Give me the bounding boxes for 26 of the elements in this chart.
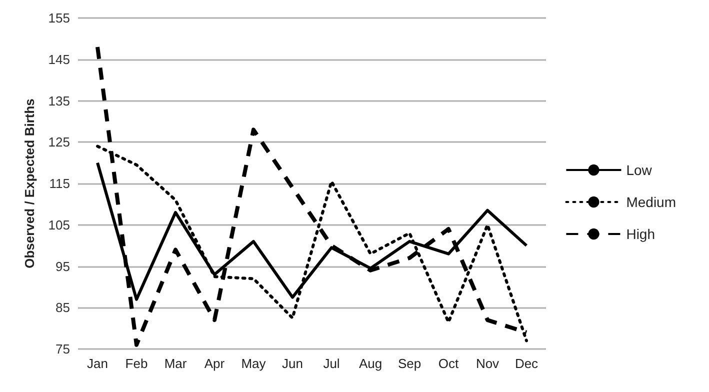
x-tick-label: Feb [125, 356, 148, 371]
x-tick-label: Apr [204, 356, 226, 371]
x-tick-label: Jul [323, 356, 340, 371]
y-tick-label: 95 [56, 258, 70, 274]
y-axis-title: Observed / Expected Births [22, 98, 37, 268]
y-tick-label: 155 [48, 10, 70, 26]
y-tick-label: 145 [48, 52, 70, 67]
y-tick-label: 75 [56, 342, 70, 356]
x-tick-label: Jun [282, 356, 303, 371]
y-tick-label: 85 [56, 300, 70, 316]
x-tick-label: Sep [398, 356, 422, 371]
y-tick-label: 135 [48, 93, 70, 108]
y-tick-label: 115 [49, 176, 70, 191]
legend-label: High [626, 226, 656, 242]
y-tick-label: 125 [48, 134, 70, 150]
x-tick-label: Jan [87, 356, 108, 371]
x-tick-label: May [241, 356, 266, 371]
x-tick-label: Dec [514, 356, 539, 371]
legend-label: Low [626, 162, 653, 178]
x-tick-label: Mar [164, 356, 188, 371]
x-tick-label: Aug [358, 356, 382, 371]
x-tick-label: Nov [476, 356, 500, 371]
y-tick-label: 105 [48, 217, 70, 232]
x-tick-label: Oct [438, 356, 459, 371]
line-series [96, 44, 528, 347]
legend-label: Medium [626, 194, 676, 210]
